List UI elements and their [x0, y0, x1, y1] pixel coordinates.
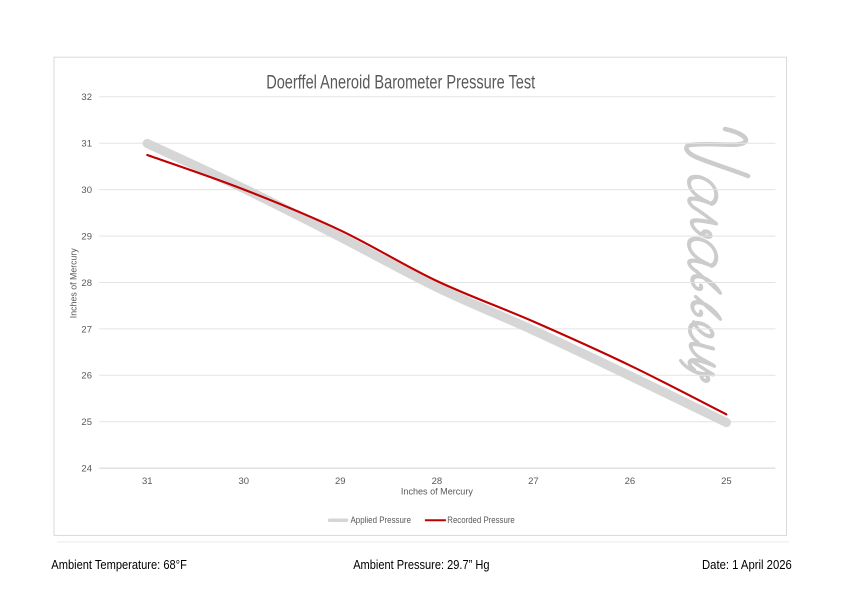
svg-text:32: 32 — [81, 92, 92, 103]
svg-text:26: 26 — [81, 371, 92, 382]
svg-text:31: 31 — [142, 476, 153, 487]
svg-text:29: 29 — [81, 232, 92, 243]
svg-text:31: 31 — [81, 139, 92, 150]
svg-text:26: 26 — [625, 476, 636, 487]
svg-text:Inches of Mercury: Inches of Mercury — [69, 248, 79, 318]
svg-text:25: 25 — [81, 417, 92, 428]
svg-text:Applied Pressure: Applied Pressure — [351, 515, 412, 525]
svg-text:27: 27 — [81, 324, 92, 335]
svg-text:Inches of Mercury: Inches of Mercury — [401, 487, 473, 497]
svg-text:30: 30 — [81, 185, 92, 196]
svg-text:Recorded Pressure: Recorded Pressure — [447, 515, 515, 525]
svg-text:25: 25 — [721, 476, 732, 487]
svg-text:Date: 1 April 2026: Date: 1 April 2026 — [702, 558, 792, 572]
svg-text:30: 30 — [239, 476, 250, 487]
svg-text:28: 28 — [432, 476, 443, 487]
svg-text:29: 29 — [335, 476, 346, 487]
svg-text:24: 24 — [81, 464, 92, 475]
svg-text:Doerffel Aneroid Barometer Pre: Doerffel Aneroid Barometer Pressure Test — [266, 73, 536, 94]
svg-text:Ambient Pressure: 29.7” Hg: Ambient Pressure: 29.7” Hg — [353, 558, 489, 572]
svg-text:27: 27 — [528, 476, 539, 487]
svg-text:Ambient Temperature: 68°F: Ambient Temperature: 68°F — [51, 558, 187, 572]
svg-text:28: 28 — [81, 278, 92, 289]
